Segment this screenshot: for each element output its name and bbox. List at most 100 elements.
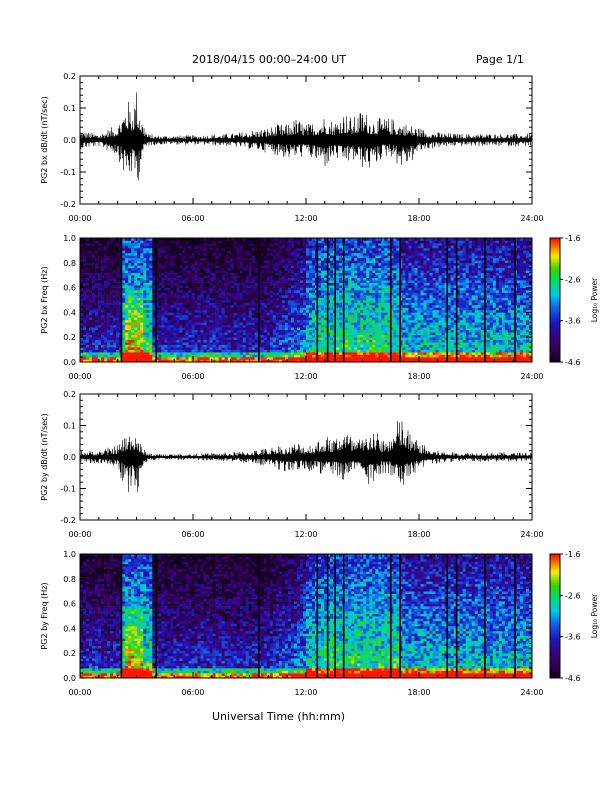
spectrogram-cell bbox=[137, 292, 141, 296]
spectrogram-cell bbox=[284, 265, 289, 269]
spectrogram-cell bbox=[113, 292, 117, 296]
spectrogram-cell bbox=[197, 262, 201, 266]
spectrogram-cell bbox=[173, 282, 177, 286]
spectrogram-cell bbox=[215, 272, 219, 276]
spectrogram-cell bbox=[221, 342, 225, 345]
spectrogram-cell bbox=[113, 304, 117, 308]
spectrogram-cell bbox=[113, 297, 117, 301]
spectrogram-cell bbox=[263, 267, 268, 271]
spectrogram-cell bbox=[92, 322, 96, 326]
spectrogram-cell bbox=[348, 292, 352, 296]
spectrogram-cell bbox=[83, 238, 87, 241]
spectrogram-cell bbox=[348, 354, 352, 358]
spectrogram-cell bbox=[194, 247, 198, 251]
spectrogram-cell bbox=[122, 255, 126, 259]
spectrogram-cell bbox=[185, 337, 189, 340]
spectrogram-cell bbox=[92, 272, 96, 276]
spectrogram-cell bbox=[200, 309, 204, 313]
spectrogram-cell bbox=[284, 339, 289, 343]
spectrogram-cell bbox=[239, 319, 244, 323]
spectrogram-cell bbox=[290, 317, 295, 321]
spectrogram-cell bbox=[161, 285, 165, 288]
spectrogram-cell bbox=[197, 349, 201, 353]
spectrogram-cell bbox=[140, 242, 144, 246]
spectrogram-cell bbox=[104, 242, 108, 246]
spectrogram-cell bbox=[296, 307, 301, 311]
spectrogram-cell bbox=[224, 287, 228, 291]
spectrogram-cell bbox=[149, 319, 153, 323]
spectrogram-cell bbox=[137, 359, 141, 363]
spectrogram-cell bbox=[152, 267, 156, 271]
spectrogram-cell bbox=[224, 354, 228, 358]
spectrogram-cell bbox=[330, 272, 334, 276]
spectrogram-cell bbox=[321, 342, 325, 345]
spectrogram-cell bbox=[242, 265, 247, 269]
spectrogram-cell bbox=[197, 260, 201, 264]
spectrogram-cell bbox=[363, 265, 367, 269]
spectrogram-cell bbox=[254, 300, 259, 303]
spectrogram-cell bbox=[233, 245, 237, 249]
spectrogram-cell bbox=[348, 342, 352, 345]
spectrogram-cell bbox=[336, 252, 340, 256]
spectrogram-cell bbox=[92, 302, 96, 306]
spectrogram-cell bbox=[104, 245, 108, 249]
spectrogram-cell bbox=[248, 314, 253, 318]
spectrogram-cell bbox=[248, 334, 253, 338]
spectrogram-cell bbox=[206, 339, 210, 343]
spectrogram-cell bbox=[104, 309, 108, 313]
spectrogram-cell bbox=[188, 247, 192, 251]
spectrogram-cell bbox=[339, 317, 343, 321]
spectrogram-cell bbox=[209, 312, 213, 316]
spectrogram-cell bbox=[128, 312, 132, 316]
spectrogram-cell bbox=[290, 357, 295, 360]
spectrogram-cell bbox=[122, 309, 126, 313]
spectrogram-cell bbox=[206, 302, 210, 306]
spectrogram-cell bbox=[272, 319, 277, 323]
spectrogram-cell bbox=[299, 282, 304, 286]
spectrogram-cell bbox=[176, 257, 180, 261]
spectrogram-cell bbox=[230, 349, 234, 353]
spectrogram-cell bbox=[83, 302, 87, 306]
spectrogram-cell bbox=[266, 262, 271, 266]
spectrogram-cell bbox=[242, 287, 247, 291]
spectrogram-cell bbox=[164, 314, 168, 318]
spectrogram-cell bbox=[176, 302, 180, 306]
spectrogram-cell bbox=[366, 352, 370, 355]
spectrogram-cell bbox=[339, 322, 343, 326]
spectrogram-cell bbox=[351, 349, 355, 353]
spectrogram-cell bbox=[80, 327, 84, 331]
spectrogram-cell bbox=[293, 337, 298, 340]
spectrogram-cell bbox=[218, 302, 222, 306]
spectrogram-cell bbox=[306, 329, 310, 333]
spectrogram-cell bbox=[324, 292, 328, 296]
spectrogram-cell bbox=[83, 307, 87, 311]
spectrogram-cell bbox=[161, 260, 165, 264]
spectrogram-cell bbox=[188, 309, 192, 313]
spectrogram-cell bbox=[194, 292, 198, 296]
spectrogram-cell bbox=[299, 292, 304, 296]
spectrogram-cell bbox=[140, 319, 144, 323]
spectrogram-cell bbox=[134, 275, 138, 278]
spectrogram-cell bbox=[299, 342, 304, 345]
spectrogram-cell bbox=[245, 349, 250, 353]
spectrogram-cell bbox=[113, 242, 117, 246]
spectrogram-cell bbox=[245, 334, 250, 338]
spectrogram-cell bbox=[197, 357, 201, 360]
spectrogram-cell bbox=[188, 250, 192, 254]
spectrogram-cell bbox=[149, 344, 153, 348]
spectrogram-cell bbox=[254, 327, 259, 331]
spectrogram-cell bbox=[269, 312, 274, 316]
spectrogram-cell bbox=[152, 324, 156, 328]
spectrogram-cell bbox=[137, 324, 141, 328]
spectrogram-cell bbox=[140, 285, 144, 288]
spectrogram-cell bbox=[260, 344, 265, 348]
spectrogram-cell bbox=[86, 307, 90, 311]
spectrogram-cell bbox=[203, 255, 207, 259]
spectrogram-cell bbox=[360, 285, 364, 288]
spectrogram-cell bbox=[146, 265, 150, 269]
spectrogram-cell bbox=[357, 347, 361, 350]
spectrogram-cell bbox=[149, 329, 153, 333]
spectrogram-cell bbox=[345, 329, 349, 333]
spectrogram-cell bbox=[191, 344, 195, 348]
y-tick-label: -0.1 bbox=[60, 168, 76, 177]
